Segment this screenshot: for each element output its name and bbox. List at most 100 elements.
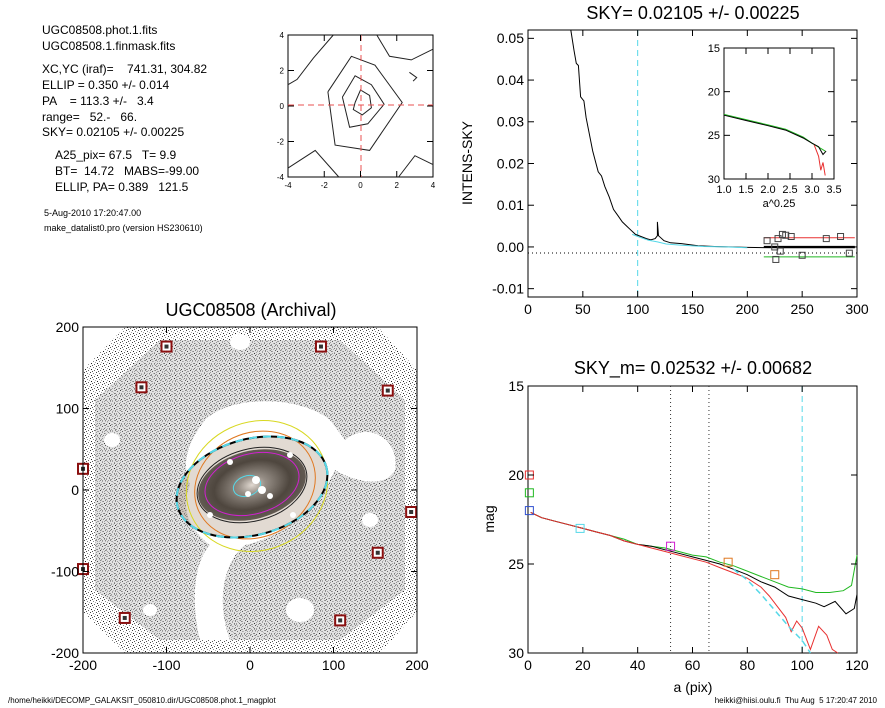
sky-ylabel: INTENS-SKY <box>459 120 475 205</box>
sky-square <box>798 251 806 259</box>
info-ellip: ELLIP = 0.350 +/- 0.014 <box>42 78 170 92</box>
sky-y-label: 0.03 <box>497 114 524 130</box>
mask-blob <box>104 433 120 447</box>
contour-plot: -4 -2 0 2 4 -4 -2 0 2 4 <box>277 31 436 190</box>
contour-level <box>327 55 403 151</box>
sky-inset: 1.0 1.5 2.0 2.5 3.0 3.5 15 20 25 30 a^0.25 <box>708 43 842 210</box>
inset-series-line <box>723 114 827 156</box>
sky-y-label: 0.01 <box>497 197 524 213</box>
mask-blob <box>230 334 250 350</box>
star-marker-core <box>318 344 323 349</box>
star-marker-core <box>139 385 144 390</box>
contour-level <box>287 34 334 86</box>
image-x-label: 100 <box>322 657 346 673</box>
sky-x-label: 250 <box>790 301 814 317</box>
info-range: range= 52.- 66. <box>42 110 138 124</box>
sky-y-label: -0.01 <box>492 281 524 297</box>
image-y-label: 100 <box>56 400 80 416</box>
sky-square <box>845 249 853 257</box>
knot <box>287 452 293 458</box>
mask-blob <box>286 598 314 622</box>
info-date: 5-Aug-2010 17:20:47.00 <box>44 208 142 218</box>
image-y-label: -200 <box>51 645 79 661</box>
sky-y-label: 0.04 <box>497 72 524 88</box>
sky-series <box>570 29 855 263</box>
sky-square <box>822 235 830 243</box>
sky-y-label: 0.05 <box>497 30 524 46</box>
contour-level <box>376 34 434 61</box>
inset-x-label: 3.5 <box>826 184 841 196</box>
inset-y-label: 30 <box>708 174 720 186</box>
star-marker-core <box>375 550 380 555</box>
sky-square <box>787 233 795 241</box>
star-marker-core <box>385 388 390 393</box>
info-bt: BT= 14.72 MABS=-99.00 <box>55 164 200 178</box>
inset-x-label: 1.0 <box>716 184 731 196</box>
sky-square <box>776 247 784 255</box>
mag-xlabel: a (pix) <box>674 679 713 695</box>
star-marker-core <box>122 615 127 620</box>
image-y-label: 200 <box>56 319 80 335</box>
star-marker-core <box>164 344 169 349</box>
sky-x-label: 0 <box>524 301 532 317</box>
mag-series <box>524 470 858 654</box>
image-plot: UGC08508 (Archival) <box>51 300 429 673</box>
contour-x-ticks: -4 -2 0 2 4 <box>284 35 436 190</box>
info-block: UGC08508.phot.1.fits UGC08508.1.finmask.… <box>0 0 300 240</box>
isophote-black <box>196 446 308 524</box>
mag-plot: SKY_m= 0.02532 +/- 0.00682 mag a (pix) 0… <box>481 358 869 695</box>
inset-series <box>723 113 827 176</box>
sky-x-label: 300 <box>845 301 869 317</box>
info-pa: PA = 113.3 +/- 3.4 <box>42 94 154 108</box>
galaxy-image <box>83 327 417 653</box>
image-x-label: -200 <box>69 657 97 673</box>
mag-y-label: 25 <box>508 556 524 572</box>
image-x-label: 0 <box>246 657 254 673</box>
mag-y-label: 20 <box>508 467 524 483</box>
mag-square <box>575 523 585 533</box>
info-a25: A25_pix= 67.5 T= 9.9 <box>55 148 177 162</box>
inset-y-label: 15 <box>708 43 720 55</box>
mag-series-line <box>530 511 839 654</box>
sky-y-ticks: -0.01 0.00 0.01 0.02 0.03 0.04 0.05 <box>492 30 857 297</box>
footer-stamp: heikki@hiisi.oulu.fi Thu Aug 5 17:20:47 … <box>714 696 877 705</box>
image-x-label: 200 <box>405 657 429 673</box>
info-mask: UGC08508.1.finmask.fits <box>42 39 176 53</box>
image-x-ticks: -200 -100 0 100 200 <box>69 327 429 673</box>
mag-y-ticks: 15 20 25 30 <box>508 378 857 661</box>
info-ellip-pa: ELLIP, PA= 0.389 121.5 <box>55 180 189 194</box>
mag-x-label: 20 <box>575 657 591 673</box>
contour-level <box>352 89 372 116</box>
mag-x-label: 0 <box>524 657 532 673</box>
image-title: UGC08508 (Archival) <box>165 300 336 320</box>
inset-y-label: 25 <box>708 130 720 142</box>
knot <box>227 459 233 465</box>
sky-square <box>771 243 779 251</box>
isophote-yellow <box>185 419 329 553</box>
isophote-orange <box>194 430 316 540</box>
knot <box>267 493 273 499</box>
sky-series-line <box>570 29 855 249</box>
mag-y-label: 30 <box>508 645 524 661</box>
contour-y-label: -2 <box>277 137 285 146</box>
knot <box>252 476 260 484</box>
sky-square <box>763 237 771 245</box>
sky-series-line <box>632 233 748 249</box>
sky-x-label: 200 <box>736 301 760 317</box>
inset-x-label: 1.5 <box>738 184 753 196</box>
inset-bg <box>723 47 835 180</box>
mag-ylabel: mag <box>481 505 497 532</box>
mag-x-label: 100 <box>790 657 814 673</box>
sky-square <box>774 235 782 243</box>
image-y-ticks: -200 -100 0 100 200 <box>51 319 417 661</box>
inset-y-ticks: 15 20 25 30 <box>708 43 834 186</box>
sky-x-label: 150 <box>681 301 705 317</box>
info-filename: UGC08508.phot.1.fits <box>42 23 158 37</box>
contour-y-label: -4 <box>277 173 285 182</box>
contour-level <box>409 71 418 82</box>
inset-xlabel: a^0.25 <box>763 198 796 210</box>
mag-series-line <box>733 568 812 654</box>
galaxy-disk <box>198 449 306 521</box>
contour-lines <box>287 34 434 178</box>
